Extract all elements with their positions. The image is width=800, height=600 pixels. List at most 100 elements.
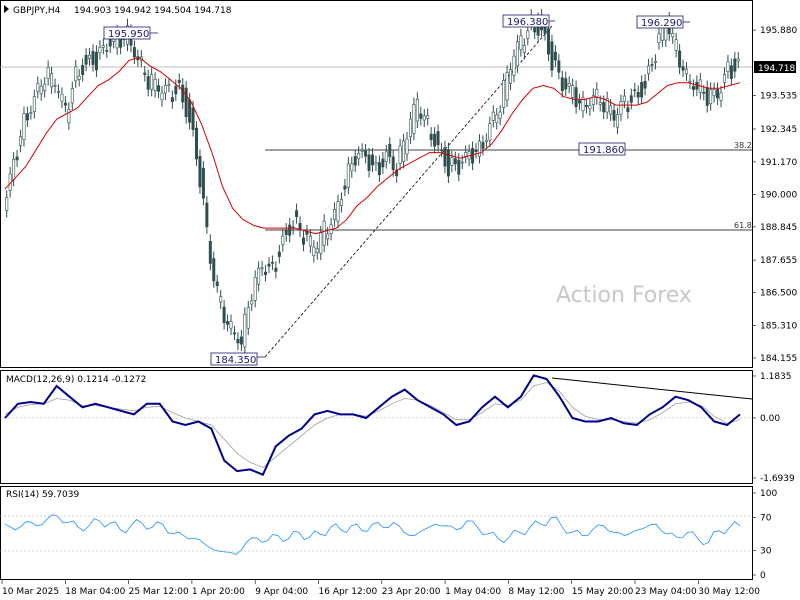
candle-body bbox=[571, 85, 575, 98]
candle-body bbox=[546, 28, 550, 55]
candle-body bbox=[357, 152, 361, 159]
candle-body bbox=[353, 156, 357, 166]
candle-body bbox=[277, 251, 281, 257]
candle-body bbox=[163, 85, 167, 94]
candle-body bbox=[443, 147, 447, 167]
candle-body bbox=[719, 92, 723, 101]
candle-body bbox=[474, 149, 478, 153]
price-tick-label: 186.500 bbox=[760, 288, 797, 298]
candle-body bbox=[495, 114, 499, 123]
price-tick-label: 188.845 bbox=[760, 223, 797, 233]
candle-body bbox=[215, 281, 219, 287]
candle-body bbox=[77, 75, 81, 80]
high2-value: 196.380 bbox=[507, 17, 548, 28]
candle-body bbox=[88, 54, 92, 59]
candle-body bbox=[640, 81, 644, 98]
candle-body bbox=[305, 231, 309, 235]
candle-body bbox=[733, 58, 737, 72]
candle-body bbox=[350, 163, 354, 172]
candle-body bbox=[457, 159, 461, 175]
macd-axis: 1.1835 0.00 -1.6939 bbox=[752, 372, 795, 484]
price-tick-label: 187.655 bbox=[760, 256, 797, 266]
candle-body bbox=[198, 156, 202, 188]
candle-body bbox=[491, 111, 495, 121]
candle-body bbox=[84, 54, 88, 65]
candle-body bbox=[408, 118, 412, 138]
candle-body bbox=[336, 201, 340, 222]
candle-body bbox=[705, 87, 709, 106]
macd-title: MACD(12,26,9) 0.1214 -0.1272 bbox=[6, 375, 146, 385]
candle-body bbox=[522, 45, 526, 53]
candle-body bbox=[712, 89, 716, 97]
rsi-tick-label: 30 bbox=[760, 546, 772, 556]
rsi-tick-label: 100 bbox=[760, 489, 777, 499]
candle-body bbox=[384, 151, 388, 162]
candle-body bbox=[43, 83, 47, 91]
price-axis: 195.880 193.535 192.345 191.170 190.000 188.8… bbox=[752, 26, 797, 364]
candle-body bbox=[232, 332, 236, 335]
chart-header: GBPJPY,H4 194.903 194.942 194.504 194.71… bbox=[4, 5, 232, 16]
candle-body bbox=[633, 89, 637, 92]
candle-body bbox=[253, 276, 257, 301]
candle-body bbox=[46, 67, 50, 79]
candle-body bbox=[505, 72, 509, 101]
candle-body bbox=[509, 69, 513, 84]
candle-body bbox=[167, 84, 171, 86]
candle-body bbox=[460, 161, 464, 164]
candle-body bbox=[564, 78, 568, 90]
candle-body bbox=[315, 248, 319, 254]
candle-body bbox=[584, 104, 588, 107]
candle-body bbox=[143, 72, 147, 75]
fib-618-label: 61.8 bbox=[734, 221, 752, 230]
candle-body bbox=[602, 102, 606, 113]
candle-body bbox=[105, 50, 109, 52]
candle-body bbox=[612, 110, 616, 121]
candle-body bbox=[702, 91, 706, 94]
candle-body bbox=[346, 163, 350, 188]
label-support: 191.860 bbox=[578, 142, 626, 156]
candle-body bbox=[581, 97, 585, 112]
candle-body bbox=[53, 85, 57, 87]
candle-body bbox=[643, 80, 647, 89]
price-pane-frame bbox=[0, 0, 753, 368]
candle-body bbox=[626, 107, 630, 113]
rsi-tick-label: 70 bbox=[760, 514, 772, 524]
low-value: 184.350 bbox=[215, 355, 256, 366]
candle-body bbox=[170, 97, 174, 102]
candle-body bbox=[671, 33, 675, 38]
candle-body bbox=[60, 93, 64, 102]
candle-body bbox=[526, 30, 530, 39]
candle-body bbox=[160, 92, 164, 101]
candle-body bbox=[574, 87, 578, 107]
candle-body bbox=[184, 87, 188, 117]
candle-body bbox=[364, 150, 368, 157]
x-tick-label: 23 Apr 20:00 bbox=[382, 587, 441, 597]
candle-body bbox=[502, 80, 506, 108]
candle-body bbox=[246, 307, 250, 329]
candle-body bbox=[370, 154, 374, 166]
candle-body bbox=[29, 112, 33, 114]
candle-body bbox=[270, 262, 274, 264]
candle-body bbox=[395, 169, 399, 177]
candle-body bbox=[440, 149, 444, 151]
candle-body bbox=[591, 95, 595, 105]
candle-body bbox=[250, 300, 254, 305]
candle-body bbox=[609, 105, 613, 115]
x-tick-label: 16 Apr 12:00 bbox=[319, 587, 378, 597]
price-tick-label: 195.880 bbox=[760, 26, 797, 36]
macd-tick-label: -1.6939 bbox=[760, 474, 795, 484]
x-tick-label: 1 May 04:00 bbox=[445, 587, 501, 597]
candle-body bbox=[709, 89, 713, 105]
candle-body bbox=[388, 143, 392, 157]
candle-body bbox=[288, 224, 292, 236]
candle-body bbox=[108, 39, 112, 47]
candle-body bbox=[488, 123, 492, 141]
candle-body bbox=[70, 88, 74, 104]
candle-body bbox=[212, 258, 216, 282]
rsi-line bbox=[4, 514, 741, 555]
rsi-pane-frame bbox=[0, 486, 753, 580]
candle-body bbox=[319, 232, 323, 254]
macd-trendline bbox=[551, 377, 753, 400]
fib-trendline bbox=[264, 25, 553, 358]
